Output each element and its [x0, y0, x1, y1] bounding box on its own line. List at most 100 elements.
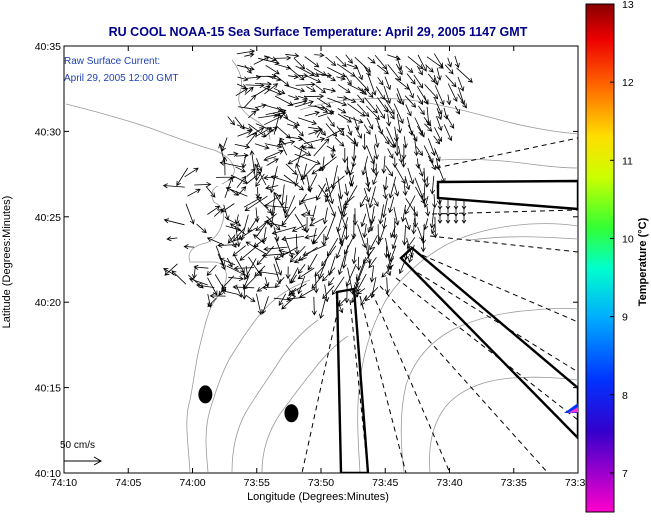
current-arrow	[255, 197, 273, 214]
current-arrow	[328, 277, 335, 287]
current-arrow	[285, 163, 298, 175]
current-arrow	[368, 257, 377, 269]
current-arrow	[354, 274, 360, 288]
current-arrow	[233, 265, 255, 271]
colorbar-gradient	[585, 3, 615, 513]
current-arrow	[366, 117, 374, 130]
current-arrow	[361, 156, 368, 176]
current-arrow	[293, 57, 306, 70]
current-arrow	[205, 185, 216, 198]
current-arrow	[388, 196, 395, 214]
colorbar-tick-label: 11	[622, 155, 633, 167]
current-arrow	[304, 234, 317, 240]
current-arrow	[246, 127, 265, 138]
current-arrow	[264, 55, 277, 62]
current-arrow	[445, 214, 451, 224]
current-arrow	[235, 166, 246, 173]
contour-4	[357, 223, 578, 473]
current-arrow	[398, 145, 404, 164]
current-arrow	[398, 256, 408, 275]
current-arrow	[311, 273, 325, 290]
sector-line	[359, 295, 407, 473]
current-arrow	[402, 183, 408, 197]
current-arrow	[363, 188, 370, 203]
current-arrow	[324, 74, 336, 82]
current-arrow	[444, 64, 454, 75]
current-arrow	[454, 105, 460, 115]
current-arrow	[416, 95, 424, 106]
current-arrow	[376, 64, 389, 75]
current-arrow	[234, 214, 240, 225]
current-arrow	[381, 198, 388, 219]
current-arrow	[427, 138, 436, 157]
current-arrow	[353, 116, 360, 131]
current-arrow	[249, 150, 256, 178]
current-arrow	[314, 264, 326, 277]
current-arrow	[283, 174, 305, 191]
current-arrow	[433, 135, 441, 145]
current-arrow	[367, 74, 377, 96]
current-arrow	[384, 277, 390, 295]
current-arrow	[261, 296, 269, 315]
y-tick-label: 40:15	[35, 383, 61, 395]
current-arrow	[396, 93, 402, 105]
current-arrow	[302, 244, 327, 256]
current-arrow	[377, 77, 384, 86]
plot-area	[63, 45, 579, 474]
current-arrow	[263, 175, 279, 181]
current-arrow	[322, 207, 328, 225]
current-arrow	[315, 85, 327, 94]
sector-line	[435, 137, 578, 169]
current-arrow	[423, 195, 429, 208]
current-arrow	[367, 215, 376, 234]
current-arrow	[281, 206, 297, 226]
current-arrow	[424, 176, 430, 188]
current-arrow	[343, 114, 364, 124]
current-arrow	[395, 166, 406, 185]
current-arrow	[195, 283, 215, 289]
current-arrow	[406, 236, 416, 249]
current-arrow	[223, 204, 230, 221]
current-arrow	[357, 86, 367, 95]
contour-5	[400, 307, 578, 473]
x-axis-label: Longitude (Degrees:Minutes)	[247, 491, 389, 503]
current-arrow	[446, 94, 452, 106]
current-arrow	[337, 113, 352, 123]
current-arrow	[317, 110, 335, 118]
current-arrow	[375, 104, 386, 120]
colorbar-tick-label: 12	[622, 77, 634, 89]
current-arrow	[257, 269, 279, 275]
current-arrow	[346, 134, 357, 145]
current-arrow	[236, 49, 256, 55]
current-arrow	[322, 285, 335, 300]
current-arrow	[323, 87, 337, 93]
survey-box-east	[436, 179, 578, 211]
current-arrow	[327, 255, 336, 276]
current-arrow	[236, 83, 247, 89]
current-arrow	[363, 65, 371, 77]
current-arrow	[163, 268, 177, 277]
current-arrow	[400, 204, 406, 223]
current-arrow	[196, 223, 207, 234]
current-arrow	[237, 129, 253, 137]
survey-box-diagonal	[399, 246, 578, 440]
y-tick-label: 40:25	[35, 212, 61, 224]
current-arrow	[273, 87, 286, 95]
current-arrow	[287, 123, 299, 129]
current-arrow	[406, 83, 414, 99]
current-arrow	[357, 224, 367, 249]
current-arrow	[255, 103, 267, 109]
current-arrow	[373, 163, 379, 177]
current-arrow	[304, 93, 325, 99]
current-arrow	[253, 234, 266, 245]
current-arrow	[363, 124, 371, 135]
current-arrow	[237, 76, 249, 82]
current-arrow	[273, 112, 282, 135]
current-arrow	[417, 226, 424, 242]
current-arrow	[287, 66, 305, 81]
current-arrow	[304, 56, 320, 68]
current-arrow	[335, 237, 345, 259]
current-arrow	[264, 115, 284, 126]
current-arrow	[233, 255, 245, 274]
current-arrow	[221, 137, 228, 152]
